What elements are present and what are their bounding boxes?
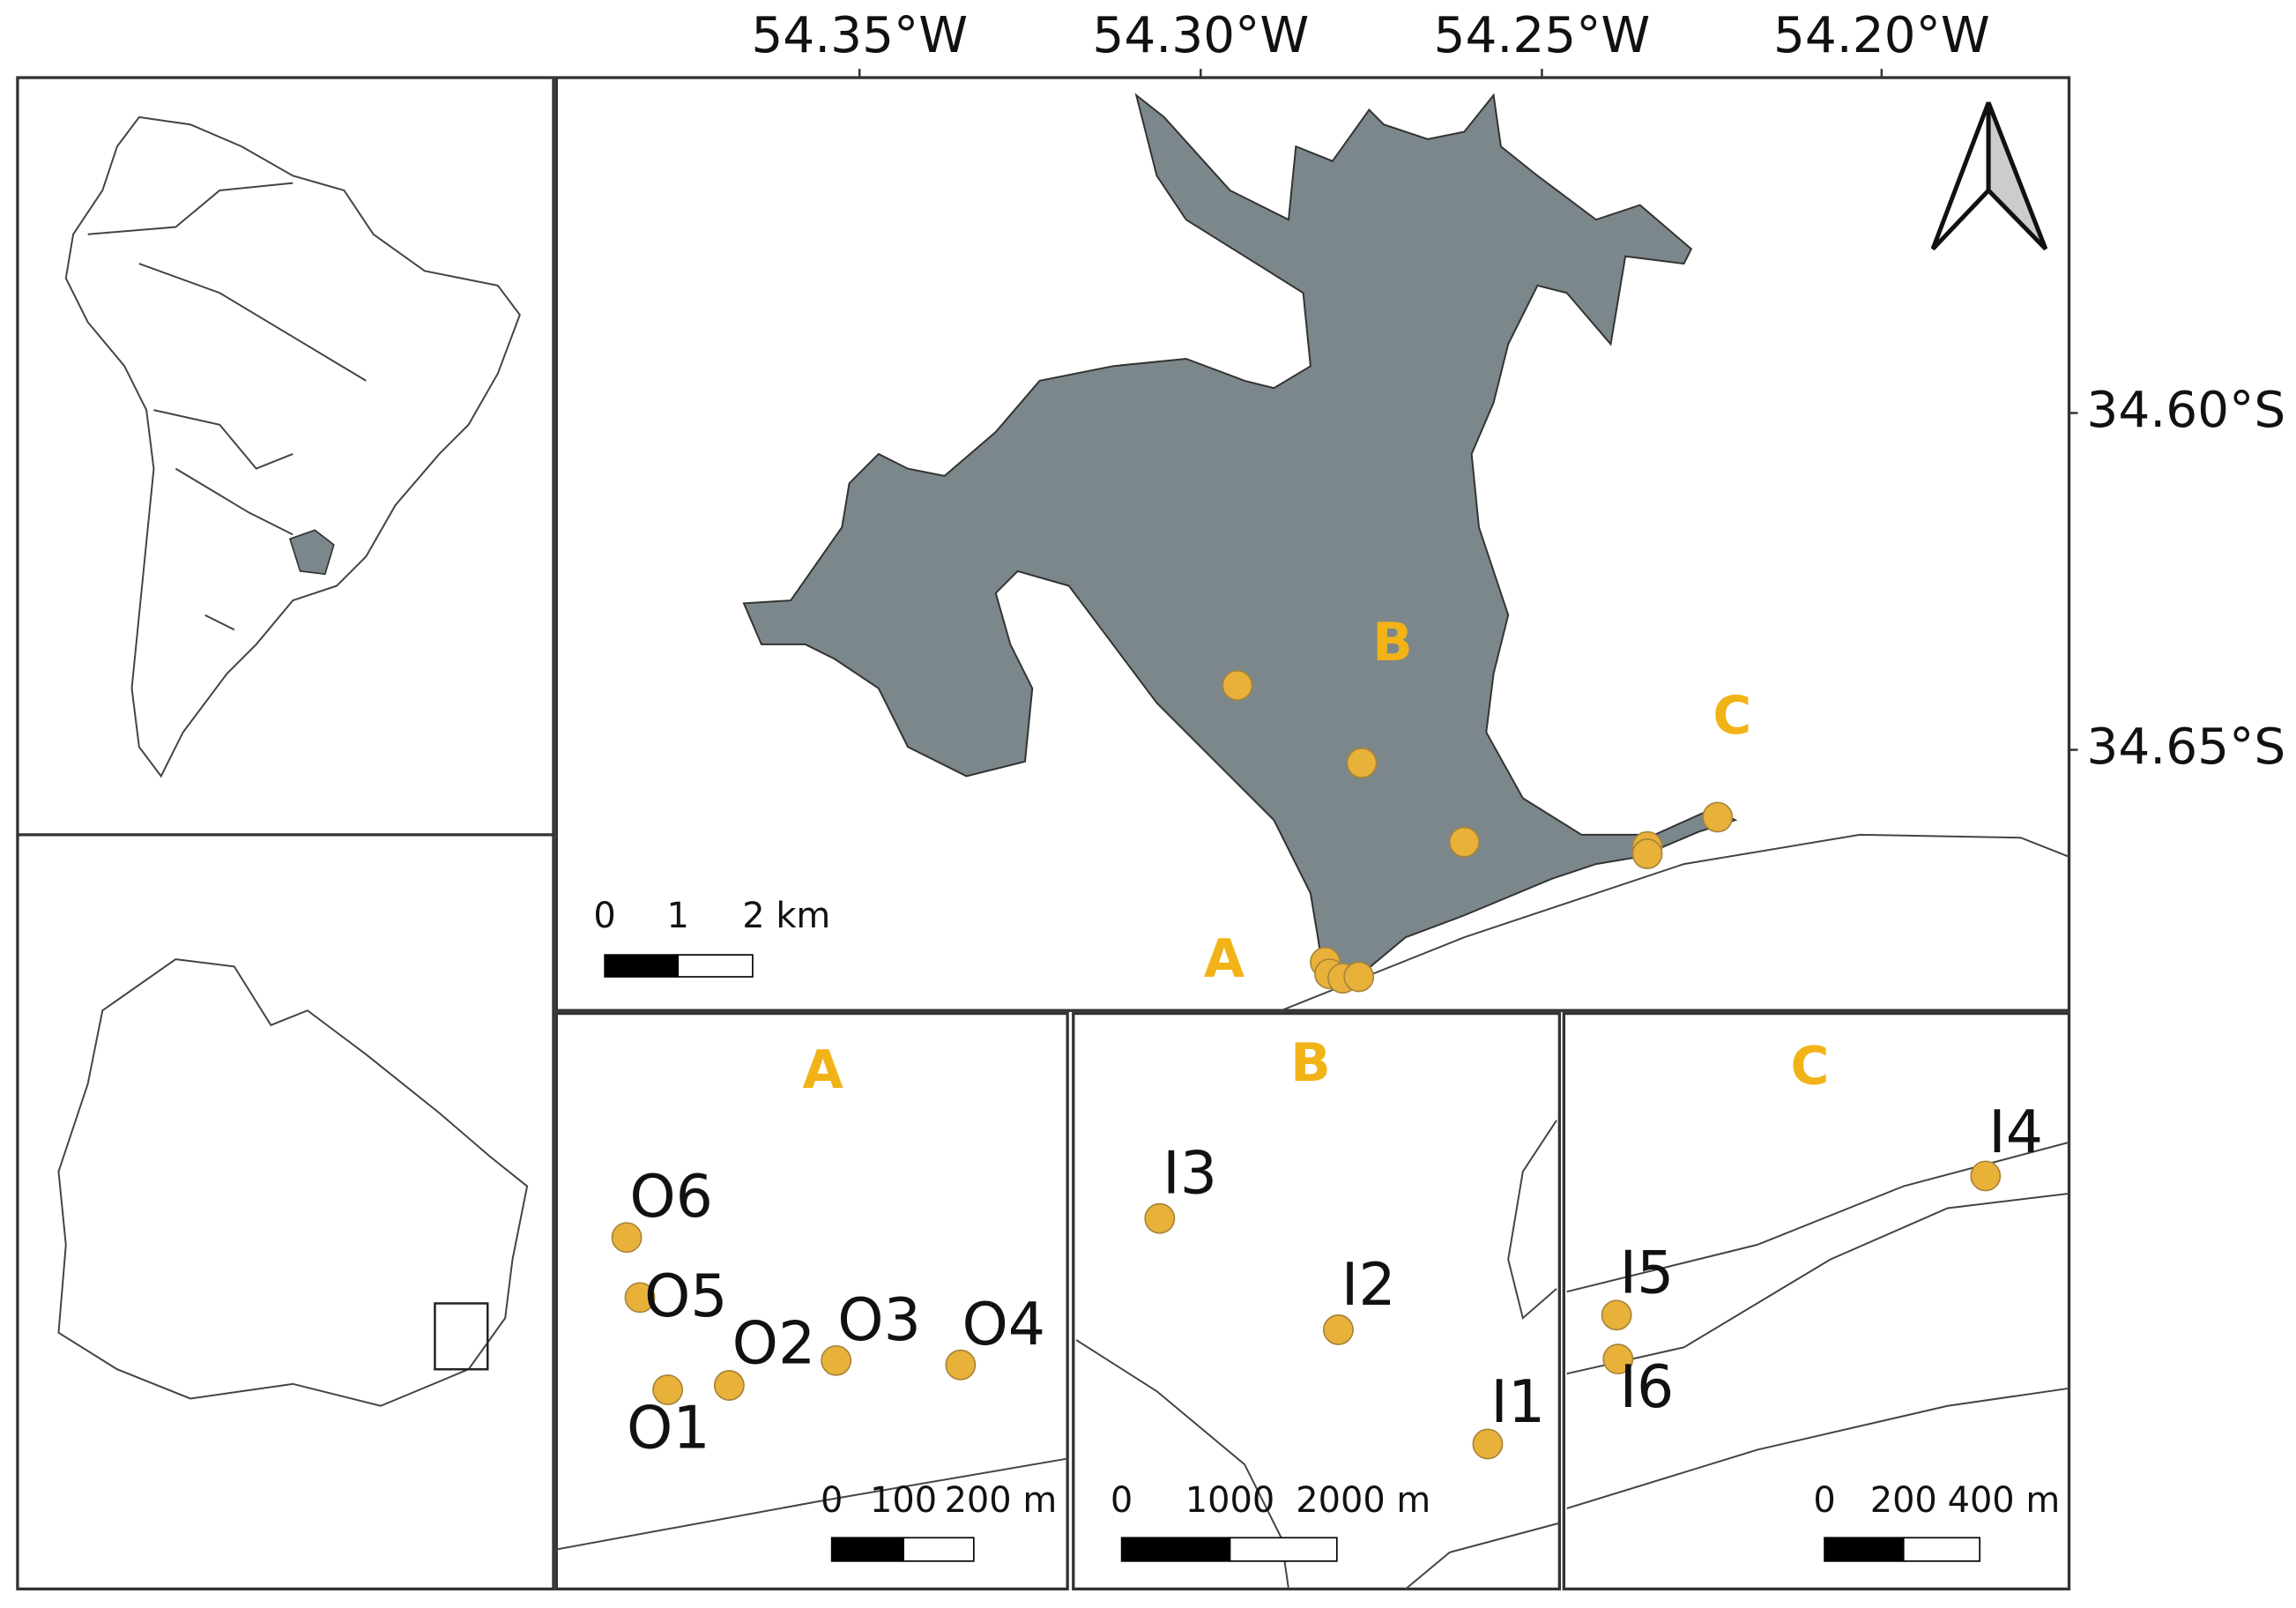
site-label: O5 — [644, 1262, 728, 1330]
site-label: I2 — [1341, 1250, 1396, 1319]
lagoon — [742, 93, 1738, 987]
site-label: I5 — [1619, 1239, 1674, 1307]
scale-label: 200 m — [945, 1480, 1058, 1521]
zone-label: A — [1204, 928, 1245, 990]
site-label: I3 — [1163, 1139, 1217, 1208]
scale-label: 100 — [870, 1480, 937, 1521]
longitude-label: 54.35°W — [751, 7, 968, 64]
site — [611, 1222, 643, 1254]
inset-c-frame — [1562, 1011, 2071, 1591]
scale-label: 0 — [821, 1480, 843, 1521]
site-label: I4 — [1988, 1098, 2043, 1166]
site-label: O3 — [837, 1285, 921, 1354]
scale-label: 0 — [1813, 1480, 1835, 1521]
scale-label: 2000 m — [1296, 1480, 1430, 1521]
site — [945, 1349, 977, 1381]
scale-bar — [830, 1537, 904, 1562]
site-label: O4 — [962, 1290, 1046, 1359]
site — [1472, 1428, 1504, 1460]
site-label: O1 — [627, 1394, 710, 1463]
study-area-box — [434, 1302, 489, 1371]
site — [1601, 1299, 1632, 1331]
latitude-label: 34.60°S — [2086, 382, 2285, 439]
inset-b-frame — [1072, 1011, 1562, 1591]
scale-bar — [1824, 1537, 1905, 1562]
site-label: I1 — [1490, 1367, 1545, 1436]
scale-label: 1000 — [1185, 1480, 1274, 1521]
site — [1702, 801, 1734, 833]
scale-label: 400 m — [1948, 1480, 2061, 1521]
site — [1346, 748, 1378, 778]
site — [1323, 1314, 1354, 1345]
inset-title: A — [803, 1039, 843, 1101]
country-borders — [87, 182, 367, 631]
scale-bar — [1229, 1537, 1338, 1562]
longitude-label: 54.20°W — [1773, 7, 1990, 64]
site — [652, 1374, 684, 1405]
graticule-ticks — [858, 69, 2078, 751]
site — [1343, 961, 1375, 993]
coastline — [1281, 833, 2069, 1012]
north-arrow — [1930, 101, 2048, 251]
main-map-frame — [554, 76, 2071, 1012]
longitude-label: 54.30°W — [1092, 7, 1309, 64]
site-label: O2 — [732, 1308, 816, 1377]
site — [713, 1370, 745, 1401]
longitude-label: 54.25°W — [1434, 7, 1651, 64]
inset-title: C — [1790, 1035, 1829, 1097]
inset-title: B — [1290, 1032, 1331, 1094]
zone-label: C — [1713, 685, 1751, 747]
uruguay-highlight — [288, 529, 335, 576]
site — [821, 1344, 852, 1376]
site — [1222, 670, 1253, 701]
scale-label: 0 — [1111, 1480, 1133, 1521]
scale-label: 1 — [667, 896, 689, 936]
scale-bar — [677, 954, 754, 978]
inset-a-frame — [554, 1011, 1069, 1591]
scale-label: 2 km — [742, 896, 830, 936]
site — [1631, 838, 1663, 869]
scale-bar — [1120, 1537, 1231, 1562]
south-america-outline — [64, 115, 521, 778]
site — [1448, 826, 1480, 858]
zone-label: B — [1372, 612, 1413, 674]
scale-label: 0 — [593, 896, 615, 936]
coastline — [556, 1457, 1068, 1551]
main-sites — [1222, 670, 1734, 994]
site — [624, 1282, 656, 1314]
site-label: O6 — [629, 1162, 713, 1231]
uruguay-outline — [57, 958, 529, 1407]
scale-bar — [903, 1537, 975, 1562]
site — [1602, 1344, 1634, 1375]
site — [1144, 1202, 1176, 1234]
scale-label: 200 — [1870, 1480, 1937, 1521]
latitude-label: 34.65°S — [2086, 718, 2285, 776]
scale-bar — [604, 954, 680, 978]
site — [1970, 1160, 2002, 1192]
scale-bar — [1902, 1537, 1980, 1562]
shoreline — [1566, 1141, 2069, 1509]
site-label: I6 — [1619, 1352, 1674, 1421]
